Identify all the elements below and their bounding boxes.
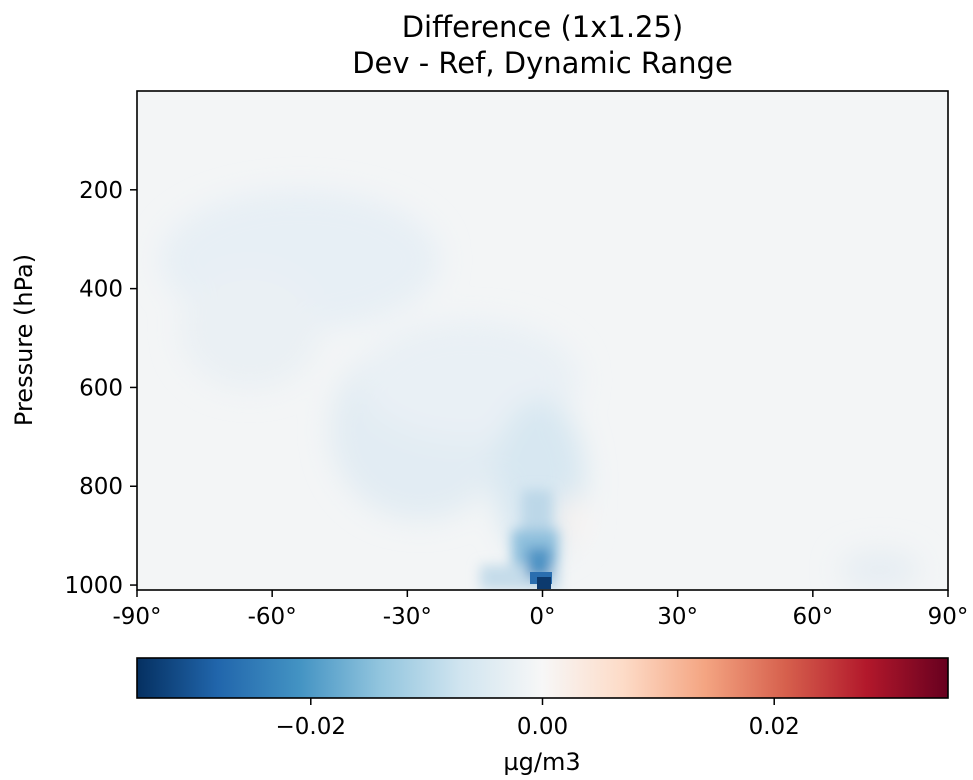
colorbar-label: µg/m3 (503, 748, 581, 776)
x-tick-label: 90° (928, 604, 969, 630)
colorbar-tick-label: −0.02 (276, 714, 346, 740)
y-tick-label: 1000 (64, 573, 123, 599)
y-tick-label: 600 (79, 375, 123, 401)
blob-southern-edge (180, 270, 320, 390)
y-tick-label: 800 (79, 474, 123, 500)
x-tick-label: -90° (112, 604, 161, 630)
x-tick-label: 30° (657, 604, 698, 630)
x-axis: -90° -60° -30° 0° 30° 60° 90° (112, 590, 968, 630)
core-min (537, 577, 551, 589)
heatmap-field (137, 91, 948, 590)
blob-northern-surface (840, 550, 920, 590)
colorbar-tick-label: 0.02 (749, 714, 800, 740)
x-tick-label: -30° (383, 604, 432, 630)
chart-subtitle: Dev - Ref, Dynamic Range (352, 46, 733, 80)
blob-positive (556, 495, 584, 545)
y-tick-label: 200 (79, 178, 123, 204)
colorbar (136, 657, 949, 699)
colorbar-axis: −0.02 0.00 0.02 (276, 698, 800, 740)
chart-title: Difference (1x1.25) (401, 10, 684, 44)
x-tick-label: 0° (529, 604, 555, 630)
x-tick-label: 60° (792, 604, 833, 630)
colorbar-tick-label: 0.00 (517, 714, 568, 740)
y-axis: 200 400 600 800 1000 (64, 178, 137, 599)
x-tick-label: -60° (248, 604, 297, 630)
y-tick-label: 400 (79, 277, 123, 303)
